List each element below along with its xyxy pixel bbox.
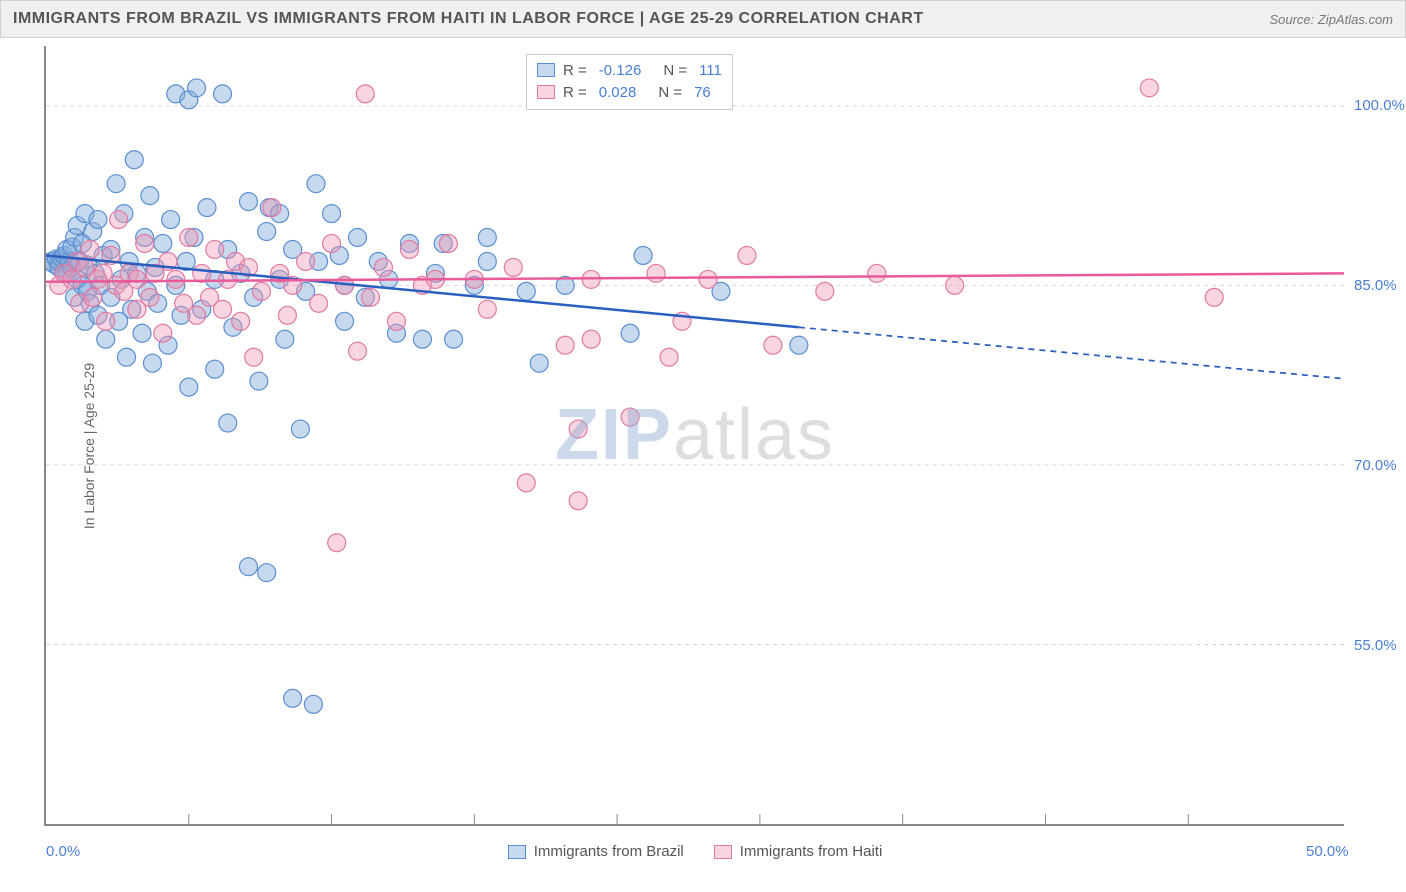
chart-title: IMMIGRANTS FROM BRAZIL VS IMMIGRANTS FRO… — [13, 10, 924, 28]
series-legend-item: Immigrants from Brazil — [508, 843, 684, 860]
series-legend: Immigrants from Brazil Immigrants from Ha… — [46, 843, 1344, 860]
n-label: N = — [658, 84, 682, 101]
r-label: R = — [563, 84, 587, 101]
y-tick-label: 55.0% — [1354, 637, 1406, 654]
n-value: 76 — [694, 84, 711, 101]
y-tick-label: 100.0% — [1354, 97, 1406, 114]
r-value: -0.126 — [599, 62, 642, 79]
legend-swatch — [714, 845, 732, 859]
x-tick-label: 0.0% — [46, 843, 80, 860]
y-tick-label: 70.0% — [1354, 457, 1406, 474]
legend-swatch — [508, 845, 526, 859]
series-legend-label: Immigrants from Brazil — [534, 843, 684, 860]
plot-area: ZIPatlas R =-0.126N =111R =0.028N =76 Im… — [44, 46, 1344, 826]
title-bar: IMMIGRANTS FROM BRAZIL VS IMMIGRANTS FRO… — [0, 0, 1406, 38]
y-tick-label: 85.0% — [1354, 277, 1406, 294]
x-tick-label: 50.0% — [1306, 843, 1349, 860]
correlation-legend-row: R = -0.126 N = 111 — [537, 59, 722, 81]
source-attribution: Source: ZipAtlas.com — [1269, 12, 1393, 27]
legend-swatch — [537, 85, 555, 99]
r-label: R = — [563, 62, 587, 79]
series-legend-label: Immigrants from Haiti — [740, 843, 883, 860]
correlation-legend: R = -0.126 N = 111 R = 0.028 N = 76 — [526, 54, 733, 110]
n-value: 111 — [699, 62, 722, 79]
r-value: 0.028 — [599, 84, 637, 101]
legend-swatch — [537, 63, 555, 77]
n-label: N = — [663, 62, 687, 79]
chart-container: IMMIGRANTS FROM BRAZIL VS IMMIGRANTS FRO… — [0, 0, 1406, 892]
correlation-legend-row: R = 0.028 N = 76 — [537, 81, 722, 103]
series-legend-item: Immigrants from Haiti — [714, 843, 883, 860]
plot-svg — [46, 46, 1344, 824]
